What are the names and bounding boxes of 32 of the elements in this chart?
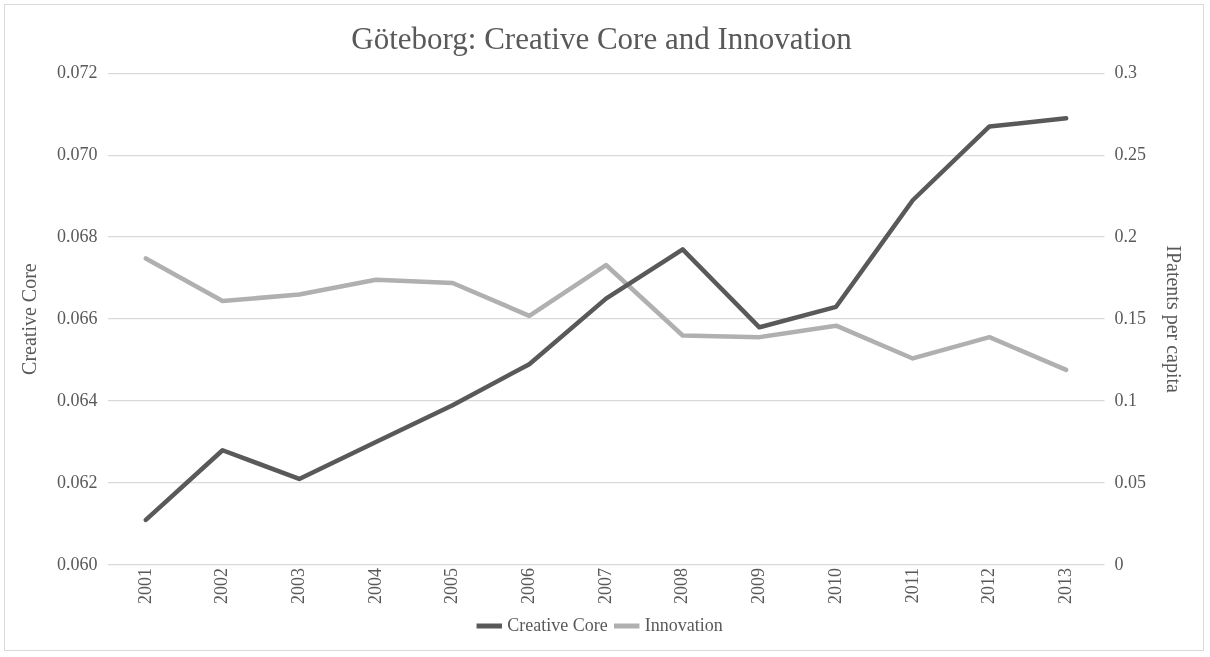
x-tick-label: 2003 bbox=[287, 568, 308, 604]
y2-tick-label: 0.2 bbox=[1114, 225, 1137, 246]
legend-label: Creative Core bbox=[507, 614, 608, 635]
x-tick-label: 2013 bbox=[1054, 568, 1075, 604]
x-tick-label: 2010 bbox=[824, 568, 845, 604]
x-tick-label: 2002 bbox=[211, 568, 232, 604]
y2-tick-label: 0.1 bbox=[1114, 389, 1137, 410]
legend-label: Innovation bbox=[644, 614, 723, 635]
chart-title: Göteborg: Creative Core and Innovation bbox=[351, 20, 853, 56]
y-tick-label: 0.066 bbox=[57, 307, 98, 328]
y2-tick-label: 0 bbox=[1114, 553, 1124, 574]
x-tick-label: 2001 bbox=[134, 568, 155, 604]
y2-axis-title: IPatents per capita bbox=[1161, 245, 1185, 394]
x-tick-label: 2007 bbox=[594, 568, 615, 604]
y-tick-label: 0.068 bbox=[57, 225, 98, 246]
y2-tick-label: 0.05 bbox=[1114, 471, 1146, 492]
x-tick-label: 2004 bbox=[364, 568, 385, 604]
y2-tick-label: 0.3 bbox=[1114, 61, 1137, 82]
x-tick-label: 2012 bbox=[978, 568, 999, 604]
x-tick-label: 2011 bbox=[901, 568, 922, 604]
y-axis-title: Creative Core bbox=[18, 263, 41, 375]
x-tick-label: 2009 bbox=[748, 568, 769, 604]
x-tick-label: 2005 bbox=[441, 568, 462, 604]
y-tick-label: 0.060 bbox=[57, 553, 98, 574]
y2-tick-label: 0.15 bbox=[1114, 307, 1146, 328]
y-tick-label: 0.070 bbox=[57, 143, 98, 164]
y-tick-label: 0.064 bbox=[57, 389, 98, 410]
x-tick-label: 2008 bbox=[671, 568, 692, 604]
y-tick-label: 0.062 bbox=[57, 471, 98, 492]
y-tick-label: 0.072 bbox=[57, 61, 98, 82]
y2-tick-label: 0.25 bbox=[1114, 143, 1146, 164]
x-tick-label: 2006 bbox=[518, 568, 539, 604]
